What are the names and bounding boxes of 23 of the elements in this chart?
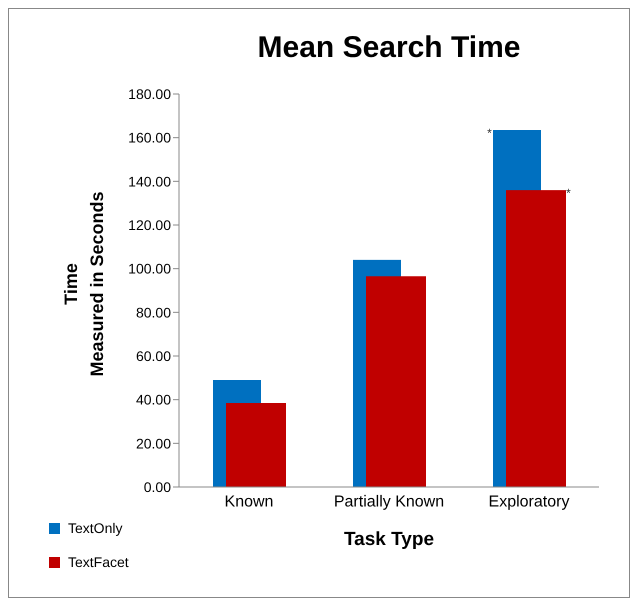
legend-label: TextFacet [68,553,129,572]
y-tick-label: 80.00 [136,304,172,320]
bar [226,402,286,487]
chart-title: Mean Search Time [256,31,522,65]
y-tick-label: 120.00 [128,216,172,233]
y-tick-label: 40.00 [136,392,172,408]
y-tick-label: 100.00 [128,260,172,277]
y-tick-label: 0.00 [144,478,172,495]
bar [366,276,426,487]
y-tick-label: 140.00 [128,173,172,190]
x-tick-label: Known [224,493,274,510]
x-tick-label: Exploratory [488,493,570,510]
legend-label: TextOnly [68,519,122,538]
bar [506,190,566,487]
y-axis-title: Time Measured in Seconds [60,191,108,377]
y-tick-label: 180.00 [128,86,172,102]
x-tick-label: Partially Known [334,493,444,510]
x-axis-title: Task Type [344,529,434,550]
y-tick-label: 60.00 [136,348,172,364]
annotation: * [566,186,572,200]
y-tick-label: 20.00 [136,435,172,452]
annotation: * [487,126,492,140]
y-tick-label: 160.00 [128,130,172,146]
